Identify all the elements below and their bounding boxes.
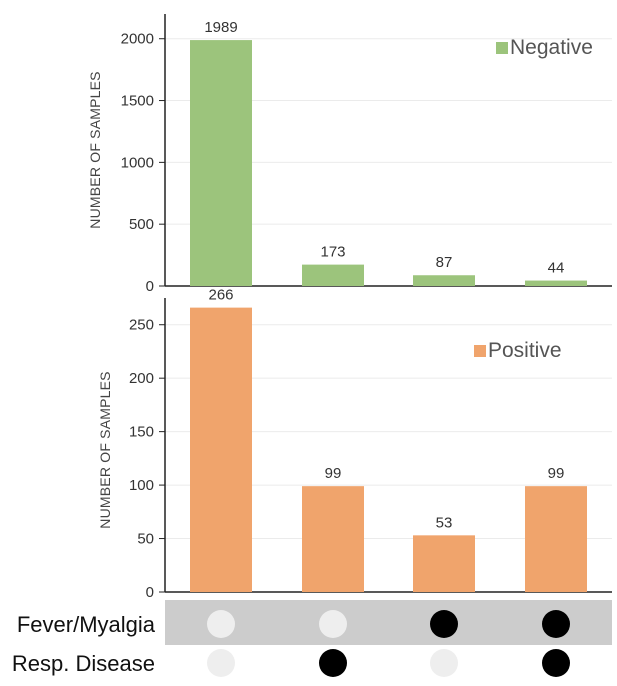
matrix-dot-empty (207, 610, 235, 638)
bar (413, 275, 475, 286)
y-tick-label: 100 (129, 477, 154, 494)
matrix-band (165, 600, 612, 645)
legend-swatch (474, 345, 486, 357)
bar (302, 264, 364, 286)
y-tick-label: 50 (137, 531, 154, 548)
y-tick-label: 0 (146, 278, 154, 295)
data-label: 44 (548, 260, 565, 277)
bar (190, 40, 252, 286)
bar (302, 486, 364, 592)
y-tick-label: 2000 (121, 31, 154, 48)
y-tick-label: 1500 (121, 93, 154, 110)
bar (525, 280, 587, 286)
matrix-dot-filled (319, 649, 347, 677)
y-tick-label: 1000 (121, 154, 154, 171)
y-tick-label: 250 (129, 317, 154, 334)
legend-label: Negative (510, 36, 593, 59)
data-label: 266 (208, 287, 233, 304)
data-label: 99 (325, 465, 342, 482)
data-label: 87 (436, 254, 453, 271)
matrix-row-label: Fever/Myalgia (17, 612, 156, 637)
data-label: 53 (436, 514, 453, 531)
matrix-dot-empty (430, 649, 458, 677)
data-label: 99 (548, 465, 565, 482)
y-tick-label: 200 (129, 370, 154, 387)
matrix-dot-empty (319, 610, 347, 638)
bar (190, 307, 252, 592)
matrix-row-label: Resp. Disease (12, 651, 155, 676)
y-tick-label: 0 (146, 584, 154, 601)
legend-swatch (496, 42, 508, 54)
legend-label: Positive (488, 339, 562, 362)
matrix-dot-filled (542, 610, 570, 638)
data-label: 173 (320, 244, 345, 261)
matrix-dot-filled (430, 610, 458, 638)
y-tick-label: 500 (129, 216, 154, 233)
y-tick-label: 150 (129, 424, 154, 441)
matrix-dot-empty (207, 649, 235, 677)
matrix-dot-filled (542, 649, 570, 677)
data-label: 1989 (204, 19, 237, 36)
bar (413, 535, 475, 592)
y-axis-label: NUMBER OF SAMPLES (97, 371, 113, 528)
bar (525, 486, 587, 592)
y-axis-label: NUMBER OF SAMPLES (87, 71, 103, 228)
